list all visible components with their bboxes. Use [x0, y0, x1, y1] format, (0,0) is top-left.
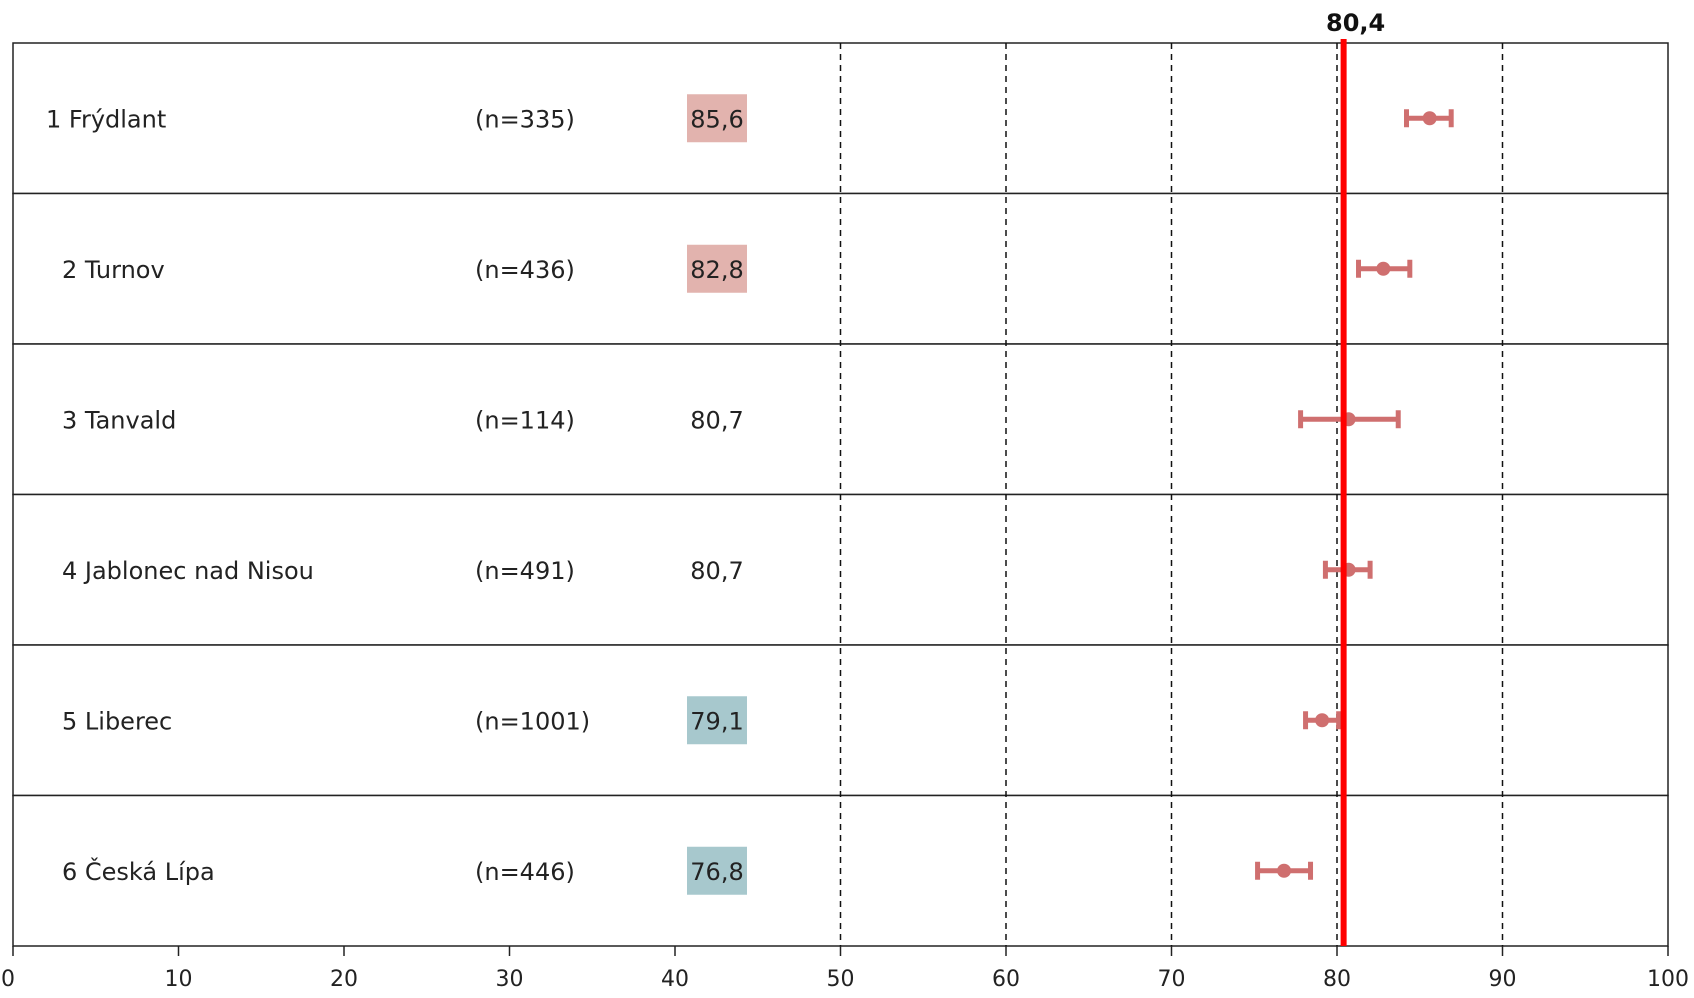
- gridlines: [839, 43, 1504, 946]
- row-n: (n=114): [475, 406, 575, 434]
- x-axis: 0 10 20 30 40 50 60 70 80 90 100: [1, 946, 1689, 992]
- row-n: (n=446): [475, 858, 575, 886]
- value-badge: [687, 846, 747, 895]
- x-tick-label: 60: [992, 967, 1020, 992]
- row-n: (n=491): [475, 557, 575, 585]
- row-n: (n=335): [475, 105, 575, 133]
- value-badge: [687, 696, 747, 745]
- row-value-label: 80,7: [690, 406, 743, 434]
- row-label: 3 Tanvald: [62, 406, 176, 434]
- row-label: 2 Turnov: [62, 256, 165, 284]
- x-tick-label: 100: [1647, 967, 1689, 992]
- point-estimate: [1315, 713, 1330, 728]
- row-label: 5 Liberec: [62, 707, 172, 735]
- x-tick-label: 50: [827, 967, 855, 992]
- row-label: 4 Jablonec nad Nisou: [62, 557, 314, 585]
- x-tick-label: 0: [1, 967, 15, 992]
- x-tick-label: 10: [165, 967, 193, 992]
- value-badge: [687, 94, 747, 143]
- row-n: (n=1001): [475, 707, 590, 735]
- x-tick-label: 70: [1158, 967, 1186, 992]
- point-estimate: [1376, 261, 1391, 276]
- reference-line-group: 80,4: [1326, 9, 1385, 946]
- data-rows: 1 Frýdlant (n=335) 85,6 2 Turnov (n=436) 82,8…: [46, 94, 1454, 895]
- point-estimate: [1422, 111, 1437, 126]
- x-tick-label: 40: [661, 967, 689, 992]
- row-value-label: 82,8: [690, 256, 743, 284]
- row-n: (n=436): [475, 256, 575, 284]
- row-value-label: 76,8: [690, 858, 743, 886]
- x-tick-label: 30: [496, 967, 524, 992]
- x-tick-label: 80: [1323, 967, 1351, 992]
- row-label: 1 Frýdlant: [46, 105, 166, 133]
- x-tick-label: 20: [330, 967, 358, 992]
- row-value-label: 79,1: [690, 707, 743, 735]
- row-label: 6 Česká Lípa: [62, 856, 215, 886]
- row-value-label: 85,6: [690, 105, 743, 133]
- x-tick-label: 90: [1489, 967, 1517, 992]
- row-value-label: 80,7: [690, 557, 743, 585]
- reference-label: 80,4: [1326, 9, 1385, 37]
- value-badge: [687, 244, 747, 293]
- point-estimate: [1277, 863, 1292, 878]
